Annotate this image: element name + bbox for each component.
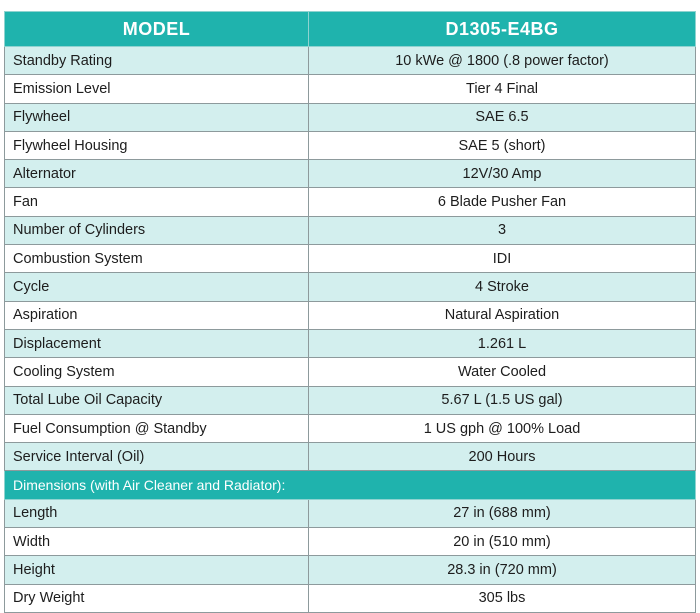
spec-value: 6 Blade Pusher Fan xyxy=(308,187,696,217)
table-row: Length 27 in (688 mm) xyxy=(4,498,696,529)
table-row: Fan 6 Blade Pusher Fan xyxy=(4,187,696,217)
model-number-header: D1305-E4BG xyxy=(308,11,696,47)
spec-value: IDI xyxy=(308,244,696,274)
table-row: Cycle 4 Stroke xyxy=(4,272,696,302)
spec-label: Alternator xyxy=(4,159,309,189)
table-row: Flywheel SAE 6.5 xyxy=(4,102,696,132)
spec-table: MODEL D1305-E4BG Standby Rating 10 kWe @… xyxy=(4,11,696,613)
spec-label: Emission Level xyxy=(4,74,309,104)
spec-label: Width xyxy=(4,527,309,557)
table-row: Service Interval (Oil) 200 Hours xyxy=(4,442,696,472)
spec-value: 20 in (510 mm) xyxy=(308,527,696,557)
table-row: Fuel Consumption @ Standby 1 US gph @ 10… xyxy=(4,413,696,444)
spec-value: 1.261 L xyxy=(308,328,696,359)
table-row: Cooling System Water Cooled xyxy=(4,357,696,387)
spec-value: SAE 6.5 xyxy=(308,102,696,132)
table-row: Width 20 in (510 mm) xyxy=(4,527,696,557)
table-row: Height 28.3 in (720 mm) xyxy=(4,555,696,585)
spec-label: Number of Cylinders xyxy=(4,215,309,246)
spec-value: SAE 5 (short) xyxy=(308,130,696,161)
spec-label: Fuel Consumption @ Standby xyxy=(4,413,309,444)
spec-value: 27 in (688 mm) xyxy=(308,498,696,529)
spec-value: 4 Stroke xyxy=(308,272,696,302)
spec-label: Service Interval (Oil) xyxy=(4,442,309,472)
spec-value: 3 xyxy=(308,215,696,246)
spec-label: Cooling System xyxy=(4,357,309,387)
spec-value: 305 lbs xyxy=(308,583,696,613)
table-row: Emission Level Tier 4 Final xyxy=(4,74,696,104)
table-row: Dry Weight 305 lbs xyxy=(4,583,696,613)
table-header-row: MODEL D1305-E4BG xyxy=(4,11,696,47)
spec-label: Displacement xyxy=(4,328,309,359)
spec-value: Water Cooled xyxy=(308,357,696,387)
spec-value: 5.67 L (1.5 US gal) xyxy=(308,385,696,415)
spec-label: Dry Weight xyxy=(4,583,309,613)
spec-value: Tier 4 Final xyxy=(308,74,696,104)
table-row: Aspiration Natural Aspiration xyxy=(4,300,696,330)
spec-label: Fan xyxy=(4,187,309,217)
spec-label: Standby Rating xyxy=(4,45,309,76)
table-row: Displacement 1.261 L xyxy=(4,328,696,359)
table-row: Combustion System IDI xyxy=(4,244,696,274)
model-header: MODEL xyxy=(4,11,309,47)
spec-value: 10 kWe @ 1800 (.8 power factor) xyxy=(308,45,696,76)
spec-label: Length xyxy=(4,498,309,529)
dimensions-section-row: Dimensions (with Air Cleaner and Radiato… xyxy=(4,470,696,500)
table-row: Number of Cylinders 3 xyxy=(4,215,696,246)
spec-value: 28.3 in (720 mm) xyxy=(308,555,696,585)
spec-label: Flywheel xyxy=(4,102,309,132)
spec-label: Flywheel Housing xyxy=(4,130,309,161)
spec-value: 12V/30 Amp xyxy=(308,159,696,189)
spec-label: Height xyxy=(4,555,309,585)
spec-value: 1 US gph @ 100% Load xyxy=(308,413,696,444)
table-row: Flywheel Housing SAE 5 (short) xyxy=(4,130,696,161)
table-row: Alternator 12V/30 Amp xyxy=(4,159,696,189)
spec-label: Combustion System xyxy=(4,244,309,274)
table-row: Total Lube Oil Capacity 5.67 L (1.5 US g… xyxy=(4,385,696,415)
table-row: Standby Rating 10 kWe @ 1800 (.8 power f… xyxy=(4,45,696,76)
spec-label: Total Lube Oil Capacity xyxy=(4,385,309,415)
spec-value: Natural Aspiration xyxy=(308,300,696,330)
spec-value: 200 Hours xyxy=(308,442,696,472)
spec-label: Aspiration xyxy=(4,300,309,330)
dimensions-heading: Dimensions (with Air Cleaner and Radiato… xyxy=(4,470,696,500)
spec-label: Cycle xyxy=(4,272,309,302)
